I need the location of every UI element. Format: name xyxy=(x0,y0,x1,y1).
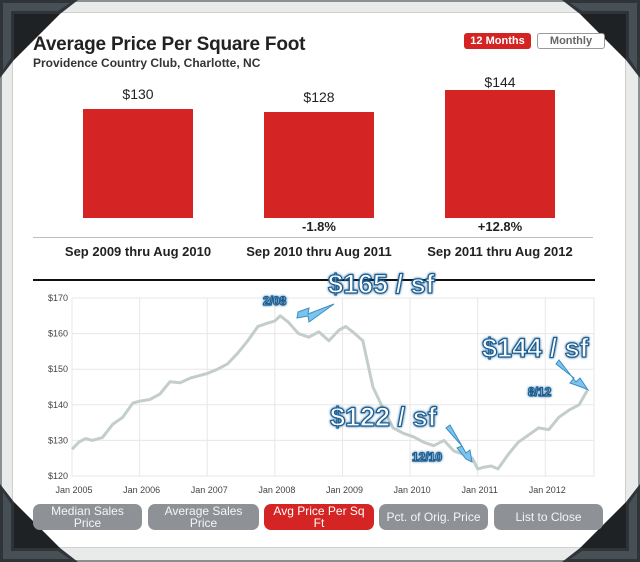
x-tick-label: Jan 2006 xyxy=(123,485,160,495)
y-tick-label: $150 xyxy=(48,364,68,374)
tab-avg-price-per-sq-ft[interactable]: Avg Price Per Sq Ft xyxy=(264,504,374,530)
tab-median-sales-price[interactable]: Median Sales Price xyxy=(33,504,142,530)
toggle-12-months[interactable]: 12 Months xyxy=(464,33,531,49)
chart-subtitle: Providence Country Club, Charlotte, NC xyxy=(33,56,261,70)
low-value-callout: $122 / sf xyxy=(329,401,437,432)
y-tick-label: $130 xyxy=(48,435,68,445)
low-arrow-icon xyxy=(445,424,473,463)
bar-period-1 xyxy=(83,109,193,218)
corner-mount-top-left xyxy=(0,0,78,78)
period-label: Sep 2010 thru Aug 2011 xyxy=(246,244,392,259)
tab-pct-orig-price[interactable]: Pct. of Orig. Price xyxy=(379,504,488,530)
bar-baseline xyxy=(33,237,593,238)
peak-arrow-icon xyxy=(296,303,335,323)
peak-value-callout: $165 / sf xyxy=(327,268,435,299)
price-series-line xyxy=(70,314,589,471)
corner-mount-bottom-right xyxy=(562,484,640,562)
bar-change-label: -1.8% xyxy=(302,219,336,234)
current-arrow-icon xyxy=(555,359,590,392)
x-tick-label: Jan 2011 xyxy=(462,485,498,495)
current-value-callout: $144 / sf xyxy=(481,332,589,363)
bar-period-3 xyxy=(445,90,555,218)
x-tick-label: Jan 2009 xyxy=(326,485,363,495)
bar-value-label: $144 xyxy=(484,74,516,90)
toggle-monthly[interactable]: Monthly xyxy=(537,33,605,49)
low-date-callout: 12/10 xyxy=(411,449,443,464)
y-tick-label: $120 xyxy=(48,471,68,481)
y-tick-label: $140 xyxy=(48,400,68,410)
chart-title: Average Price Per Square Foot xyxy=(33,34,306,55)
y-tick-label: $160 xyxy=(48,329,68,339)
bar-value-label: $128 xyxy=(303,89,335,105)
x-tick-label: Jan 2008 xyxy=(258,485,295,495)
y-tick-label: $170 xyxy=(48,293,68,303)
current-date-callout: 8/12 xyxy=(527,384,552,399)
x-tick-label: Jan 2010 xyxy=(394,485,431,495)
x-tick-label: Jan 2007 xyxy=(191,485,228,495)
x-tick-label: Jan 2005 xyxy=(55,485,92,495)
bar-change-label: +12.8% xyxy=(477,219,523,234)
peak-date-callout: 2/08 xyxy=(262,293,287,308)
bar-period-2 xyxy=(264,112,374,218)
tab-average-sales-price[interactable]: Average Sales Price xyxy=(148,504,259,530)
bar-value-label: $130 xyxy=(122,86,154,102)
x-tick-label: Jan 2012 xyxy=(529,485,566,495)
period-label: Sep 2009 thru Aug 2010 xyxy=(64,244,212,259)
period-label: Sep 2011 thru Aug 2012 xyxy=(427,244,573,259)
tab-list-to-close[interactable]: List to Close xyxy=(494,504,603,530)
section-divider xyxy=(33,279,595,281)
